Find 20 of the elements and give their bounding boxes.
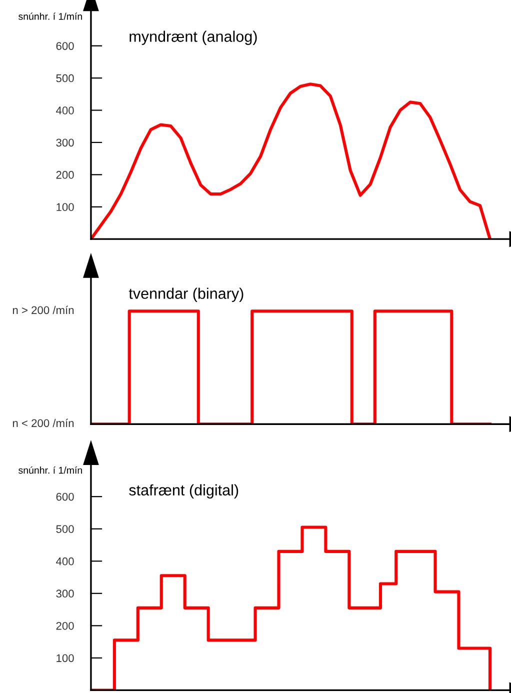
text: stafrænt (digital) xyxy=(129,484,238,499)
text: n < 200 /mín xyxy=(12,418,74,428)
y-tick-label: 600 xyxy=(56,492,74,501)
y-tick-label: 200 xyxy=(56,170,74,179)
text: myndrænt (analog) xyxy=(130,30,257,45)
y-tick-label: 400 xyxy=(56,557,74,566)
y-tick-label: 600 xyxy=(56,42,74,50)
y-tick-label: 100 xyxy=(56,654,74,662)
y-tick-label: 500 xyxy=(56,74,74,82)
y-tick-label: 400 xyxy=(56,106,74,114)
y-tick-label: 200 xyxy=(56,622,74,630)
y-tick-label: 300 xyxy=(56,138,74,147)
y-axis-title: snúnhr. í 1/mín xyxy=(18,466,82,474)
y-tick-label: 100 xyxy=(56,203,74,212)
y-tick-label: 500 xyxy=(56,525,74,533)
y-tick-label: 300 xyxy=(56,590,74,598)
y-axis-title: snúnhr. í 1/mín xyxy=(18,12,82,20)
line-series xyxy=(90,82,492,240)
chart-title: tvenndar (binary) xyxy=(128,288,244,302)
text: n > 200 /mín xyxy=(12,306,74,314)
